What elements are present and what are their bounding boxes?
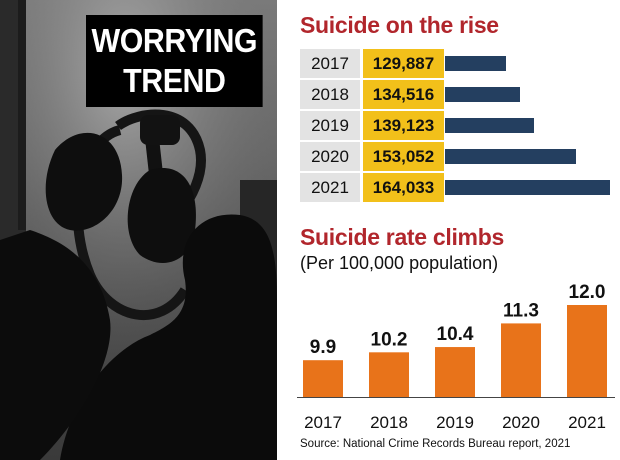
bar-chart-subtitle: (Per 100,000 population) (300, 253, 499, 273)
table-bar-2017 (445, 56, 506, 71)
table-bar-2019 (445, 118, 534, 133)
table-value-2018: 134,516 (363, 80, 444, 109)
table-bar-2018 (445, 87, 520, 102)
headline-line-2: TREND (123, 62, 226, 99)
table-bar-2020 (445, 149, 576, 164)
bar-chart-title: Suicide rate climbs (300, 224, 504, 250)
bar-value-label-2020: 11.3 (503, 300, 539, 321)
bar-2018 (369, 352, 409, 397)
bar-value-label-2018: 10.2 (371, 329, 408, 350)
table-value-2019: 139,123 (363, 111, 444, 140)
suicide-rate-bar-chart: 9.9 2017 10.2 2018 10.4 2019 11.3 2020 12.0 2021 (297, 278, 617, 439)
bar-2020 (501, 323, 541, 397)
table-year-2020: 2020 (300, 142, 360, 171)
headline-line-1: WORRYING (91, 22, 258, 59)
bar-2017 (303, 360, 343, 397)
x-tick-label-2020: 2020 (502, 413, 540, 432)
x-tick-label-2019: 2019 (436, 413, 474, 432)
source-note: Source: National Crime Records Bureau re… (300, 438, 571, 450)
table-year-2019: 2019 (300, 111, 360, 140)
table-value-2017: 129,887 (363, 49, 444, 78)
x-tick-label-2017: 2017 (304, 413, 342, 432)
bar-2021 (567, 305, 607, 397)
table-year-2018: 2018 (300, 80, 360, 109)
table-value-2021: 164,033 (363, 173, 444, 202)
bar-2019 (435, 347, 475, 397)
bar-chart-svg: 9.9 2017 10.2 2018 10.4 2019 11.3 2020 12.0 2021 (297, 282, 615, 432)
headline-box: WORRYING TREND (86, 15, 263, 107)
bar-value-label-2019: 10.4 (437, 324, 474, 345)
bar-value-label-2021: 12.0 (569, 282, 606, 303)
noose-silhouette-photo: WORRYING TREND (0, 0, 277, 460)
x-tick-label-2021: 2021 (568, 413, 606, 432)
bar-value-label-2017: 9.9 (310, 337, 336, 358)
table-year-2017: 2017 (300, 49, 360, 78)
x-tick-label-2018: 2018 (370, 413, 408, 432)
table-value-2020: 153,052 (363, 142, 444, 171)
table-bar-2021 (445, 180, 610, 195)
table-year-2021: 2021 (300, 173, 360, 202)
table-title: Suicide on the rise (300, 12, 499, 38)
